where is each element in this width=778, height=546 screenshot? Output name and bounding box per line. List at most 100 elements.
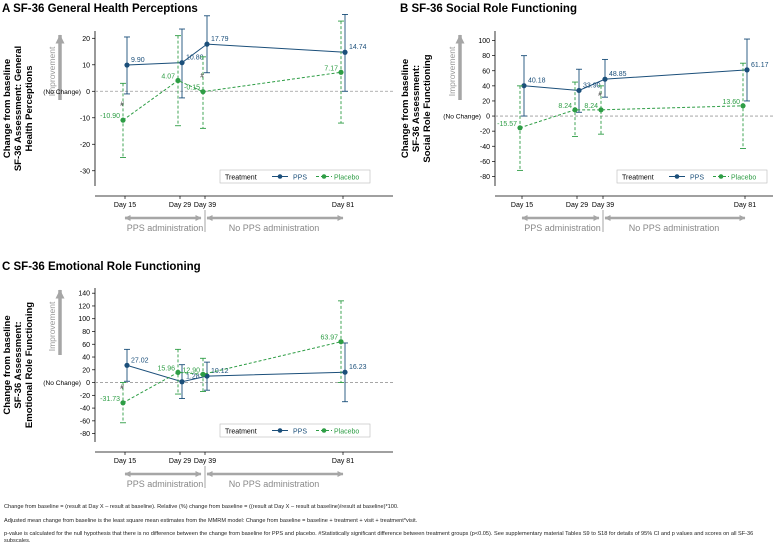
- pps-point: [342, 369, 348, 375]
- panel-c: C SF-36 Emotional Role Functioning Change…: [2, 261, 393, 489]
- significance-mark: #: [598, 91, 602, 98]
- placebo-data-label: -10.90: [100, 113, 120, 120]
- placebo-line: [122, 341, 342, 404]
- y-tick-label: 0: [86, 380, 90, 387]
- y-axis-label-line: Change from baseline: [2, 59, 13, 158]
- placebo-point: [598, 107, 604, 113]
- y-axis-label-line: Change from baseline: [2, 315, 13, 414]
- legend-placebo-marker: [718, 174, 724, 179]
- y-tick-label: -60: [480, 159, 490, 166]
- pps-point: [744, 67, 750, 73]
- y-tick-label: -10: [80, 115, 90, 122]
- series-placebo: -15.57 8.24 8.24 13.60: [497, 62, 746, 171]
- y-axis-label-line: SF-36 Assessment:: [13, 321, 24, 408]
- legend-placebo-label: Placebo: [731, 175, 756, 182]
- x-tick-label: Day 39: [194, 458, 216, 465]
- legend-box: [219, 423, 371, 438]
- legend-placebo-marker: [321, 428, 327, 433]
- legend-placebo-marker: [321, 174, 327, 179]
- y-axis-label-line: Emotional Role Functioning: [24, 302, 35, 428]
- y-tick-label: 10: [82, 62, 90, 69]
- significance-mark: #: [120, 101, 124, 108]
- improvement-label-group: Improvement: [447, 46, 457, 96]
- y-tick-label: 60: [482, 68, 490, 75]
- y-tick-label: -60: [80, 418, 90, 425]
- y-tick-label: 100: [478, 38, 490, 45]
- placebo-line: [519, 105, 744, 129]
- y-axis-label: Change from baseline SF-36 Assessment: Soc…: [400, 54, 433, 162]
- x-tick-label: Day 81: [734, 202, 756, 209]
- y-tick-label: -20: [80, 142, 90, 149]
- pps-admin-label: PPS administration: [524, 223, 601, 233]
- y-tick-label: -20: [480, 129, 490, 136]
- placebo-data-label: 8.24: [584, 103, 598, 110]
- y-tick-label: -20: [80, 393, 90, 400]
- x-tick-label: Day 81: [332, 458, 354, 465]
- y-axis-label-line: Social Role Functioning: [422, 54, 433, 162]
- legend-title: Treatment: [622, 175, 654, 182]
- legend-placebo-label: Placebo: [334, 175, 359, 182]
- improvement-label: Improvement: [447, 46, 457, 96]
- no-change-label: (No Change): [43, 380, 81, 387]
- y-tick-label: 140: [78, 291, 90, 298]
- y-tick-label: -80: [480, 174, 490, 181]
- x-tick-label: Day 29: [169, 202, 191, 209]
- y-tick-label: 60: [82, 342, 90, 349]
- x-tick-label: Day 81: [332, 202, 354, 209]
- legend-pps-label: PPS: [293, 429, 307, 436]
- y-tick-label: -30: [80, 168, 90, 175]
- pps-point: [179, 60, 185, 66]
- legend-title: Treatment: [225, 429, 257, 436]
- placebo-point: [517, 125, 523, 131]
- y-tick-label: -80: [80, 431, 90, 438]
- y-tick-label: 0: [486, 114, 490, 121]
- pps-point: [576, 87, 582, 94]
- y-axis-label: Change from baseline SF-36 Assessment: Ge…: [2, 46, 35, 171]
- panel-b: B SF-36 Social Role Functioning Change fr…: [400, 3, 773, 233]
- series-pps: 40.18 33.90 48.85 61.17: [521, 38, 769, 117]
- pps-point: [204, 41, 210, 47]
- y-tick-label: 40: [82, 355, 90, 362]
- legend-pps-label: PPS: [690, 175, 704, 182]
- pps-point: [521, 83, 527, 89]
- no-change-label: (No Change): [43, 89, 81, 96]
- pps-data-label: 48.85: [609, 71, 627, 78]
- pps-data-label: 16.23: [349, 364, 367, 371]
- legend-box: [219, 169, 371, 184]
- pps-line: [126, 43, 346, 66]
- footnote-model: Adjusted mean change from baseline is th…: [4, 518, 418, 524]
- placebo-point: [120, 117, 126, 123]
- legend-placebo-label: Placebo: [334, 429, 359, 436]
- legend-pps-marker: [277, 174, 283, 179]
- pps-point: [179, 379, 185, 385]
- placebo-point: [338, 69, 344, 75]
- y-tick-label: 40: [482, 83, 490, 90]
- y-tick-label: 20: [82, 367, 90, 374]
- y-tick-label: 0: [86, 89, 90, 96]
- placebo-data-label: -0.15: [184, 85, 200, 92]
- no-pps-admin-label: No PPS administration: [229, 223, 320, 233]
- chart-title: B SF-36 Social Role Functioning: [400, 3, 577, 15]
- x-tick-label: Day 15: [511, 202, 533, 209]
- x-tick-label: Day 39: [194, 202, 216, 209]
- no-change-label: (No Change): [443, 114, 481, 121]
- y-axis-label-line: SF-36 Assessment: General: [13, 46, 24, 171]
- y-axis-label: Change from baseline SF-36 Assessment: Emo…: [2, 302, 35, 428]
- pps-admin-label: PPS administration: [127, 479, 204, 489]
- legend-pps-label: PPS: [293, 175, 307, 182]
- pps-data-label: 40.18: [528, 78, 546, 85]
- y-axis-label-line: SF-36 Assessment:: [411, 65, 422, 152]
- legend-box: [616, 169, 768, 184]
- pps-data-label: 61.17: [751, 62, 769, 69]
- pps-point: [342, 49, 348, 55]
- x-tick-label: Day 39: [592, 202, 614, 209]
- series-pps: 27.02 1.28 10.12 16.23: [124, 342, 367, 403]
- placebo-point: [175, 77, 181, 84]
- chart-title: A SF-36 General Health Perceptions: [2, 3, 198, 15]
- series-placebo: -31.73 15.96 12.90 63.97: [100, 300, 344, 424]
- placebo-data-label: 13.60: [722, 99, 740, 106]
- pps-line: [126, 364, 346, 383]
- y-tick-label: 20: [482, 98, 490, 105]
- pps-data-label: 27.02: [131, 357, 149, 364]
